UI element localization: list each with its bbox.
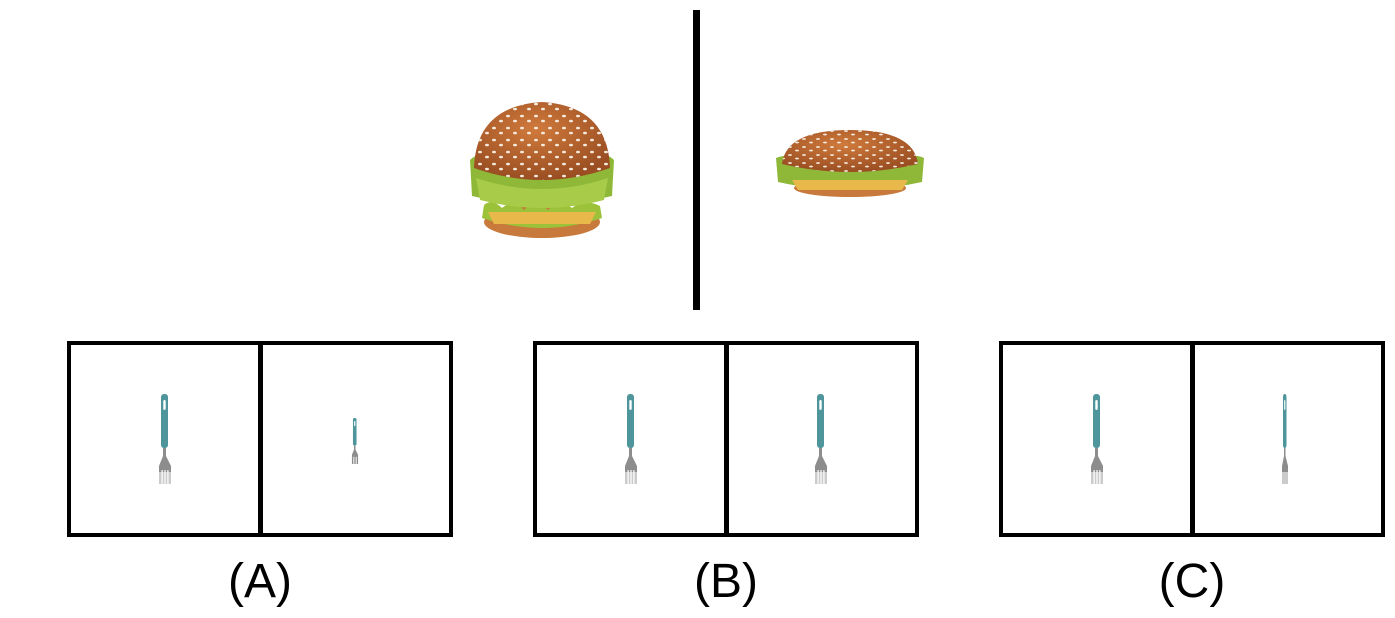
fork-icon [1282, 394, 1288, 486]
option-b-label: (B) [694, 555, 758, 608]
option-c[interactable] [999, 341, 1385, 537]
option-c-separator [1190, 345, 1195, 533]
option-a-right-panel [263, 345, 449, 533]
fork-icon [1091, 394, 1103, 486]
option-a-left-panel [71, 345, 258, 533]
option-c-right-panel [1195, 345, 1381, 533]
option-b-separator [724, 345, 729, 533]
burger-squashed-image [776, 130, 924, 197]
option-c-frame [999, 341, 1385, 537]
fork-icon [159, 394, 171, 486]
option-a[interactable] [67, 341, 453, 537]
fork-icon [815, 394, 827, 486]
option-a-label: (A) [228, 555, 292, 608]
reference-divider [693, 10, 700, 310]
option-b[interactable] [533, 341, 919, 537]
option-c-left-panel [1003, 345, 1190, 533]
option-a-separator [258, 345, 263, 533]
option-c-label: (C) [1158, 555, 1226, 608]
option-b-right-panel [729, 345, 915, 533]
fork-icon [351, 418, 359, 465]
option-b-frame [533, 341, 919, 537]
option-a-frame [67, 341, 453, 537]
fork-icon [625, 394, 637, 486]
burger-tall-image [470, 102, 614, 238]
option-b-left-panel [537, 345, 724, 533]
